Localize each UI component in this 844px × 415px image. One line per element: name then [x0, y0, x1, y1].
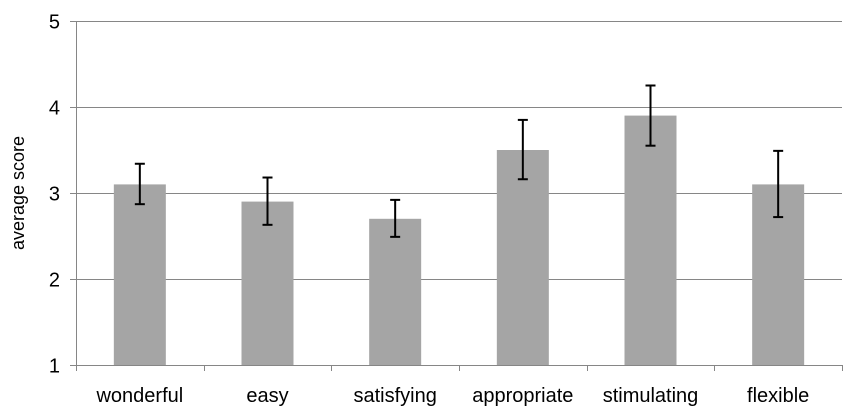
error-bar-appropriate	[517, 118, 528, 181]
x-tick-label-flexible: flexible	[747, 385, 809, 407]
x-tick-labels: wonderful easy satisfying appropriate stimul…	[95, 385, 809, 407]
error-bar-satisfying	[390, 198, 401, 238]
error-bar-stimulating	[645, 84, 656, 147]
bars-group	[113, 115, 805, 365]
axes-group	[70, 21, 843, 371]
y-tick-label: 4	[49, 98, 60, 120]
y-tick-label: 5	[49, 12, 60, 34]
y-tick-label: 3	[49, 184, 60, 206]
bar-wonderful	[113, 184, 166, 365]
bar-easy	[241, 201, 294, 365]
x-tick-label-easy: easy	[246, 385, 288, 407]
error-bar-wonderful	[134, 162, 145, 206]
error-bar-easy	[262, 176, 273, 226]
error-bars-group	[134, 84, 784, 238]
x-tick-label-satisfying: satisfying	[353, 385, 436, 407]
y-tick-label: 1	[49, 356, 60, 378]
y-tick-label: 2	[49, 270, 60, 292]
y-axis-title: average score	[8, 136, 28, 250]
gridlines	[76, 21, 842, 280]
bar-stimulating	[624, 115, 677, 365]
bar-appropriate	[496, 150, 549, 365]
bar-satisfying	[369, 218, 422, 365]
x-tick-label-appropriate: appropriate	[472, 385, 573, 407]
error-bar-flexible	[773, 149, 784, 219]
x-tick-label-wonderful: wonderful	[95, 385, 183, 407]
y-tick-labels: 1 2 3 4 5	[49, 12, 60, 378]
x-tick-label-stimulating: stimulating	[603, 385, 699, 407]
